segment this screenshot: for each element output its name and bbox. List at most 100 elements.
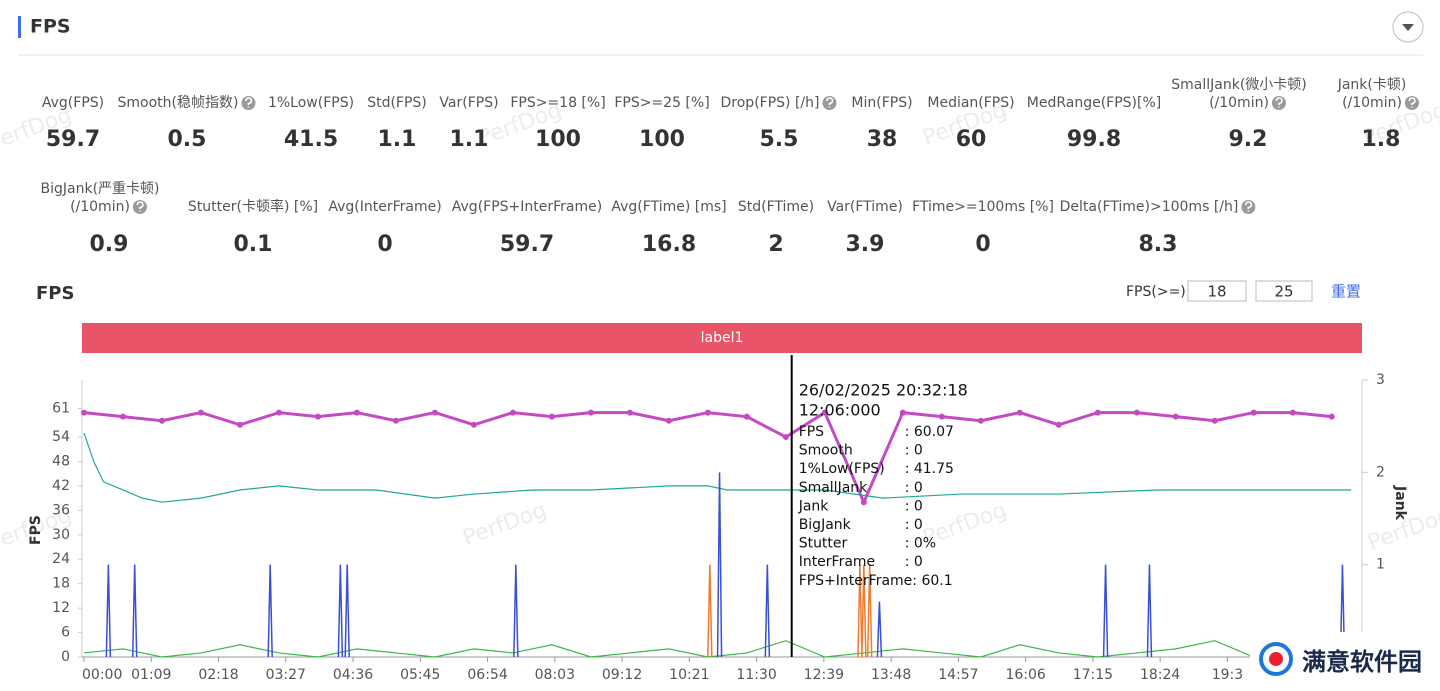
series-point: [1133, 409, 1140, 416]
metric-label: Avg(FPS+InterFrame): [452, 199, 602, 215]
y-tick-label: 54: [52, 429, 70, 445]
x-tick-label: 05:45: [400, 667, 440, 683]
y-tick-label: 48: [52, 453, 70, 469]
series-point: [899, 409, 906, 416]
metric-value: 38: [867, 127, 898, 152]
x-tick-label: 03:27: [266, 667, 306, 683]
help-icon[interactable]: [1241, 200, 1256, 214]
tooltip-label: Smooth: [799, 443, 853, 459]
help-glyph: [245, 97, 253, 108]
series-point: [275, 409, 282, 416]
metric-label: Var(FPS): [439, 95, 498, 111]
tooltip-value: : 60.1: [912, 573, 952, 589]
metric-label: FPS>=25 [%]: [614, 95, 709, 111]
collapse-button[interactable]: [1392, 11, 1424, 43]
series-point: [665, 417, 672, 424]
tooltip-value: : 0: [905, 480, 923, 496]
threshold-input[interactable]: [1255, 280, 1313, 302]
x-tick-label: 10:21: [669, 667, 709, 683]
metric-label: Avg(InterFrame): [328, 199, 441, 215]
tooltip-label: FPS: [799, 424, 824, 440]
jank-spike: [1339, 564, 1346, 658]
tooltip-label: 1%Low(FPS): [799, 461, 885, 477]
help-icon[interactable]: [822, 96, 837, 110]
reset-link[interactable]: 重置: [1331, 283, 1361, 301]
collapse-chevron[interactable]: [1402, 24, 1414, 31]
chart-title: FPS: [36, 283, 74, 304]
series-point: [470, 421, 477, 428]
metric-label: FPS>=18 [%]: [510, 95, 605, 111]
y-tick-label: 42: [52, 478, 70, 494]
label-band[interactable]: [82, 323, 1362, 353]
metric-value: 0: [975, 232, 990, 257]
help-glyph: [1275, 97, 1283, 108]
x-tick-label: 11:30: [736, 667, 776, 683]
series-point: [938, 413, 945, 420]
series-point: [81, 409, 87, 416]
y2-tick-label: 2: [1376, 464, 1385, 480]
metric-value: 2: [768, 232, 783, 257]
x-tick-label: 00:00: [82, 667, 122, 683]
help-icon[interactable]: [241, 96, 256, 110]
help-glyph: [1245, 201, 1253, 212]
metric-label: (/10min): [1209, 95, 1269, 111]
series-point: [1250, 409, 1257, 416]
series-point: [1211, 417, 1218, 424]
series-point: [626, 409, 633, 416]
y-tick-label: 30: [52, 527, 70, 543]
tooltip-value: : 60.07: [905, 424, 954, 440]
help-icon[interactable]: [1271, 96, 1286, 110]
metric-label: Median(FPS): [927, 95, 1014, 111]
jank-spike: [707, 564, 713, 658]
series-point: [1094, 409, 1101, 416]
x-tick-label: 08:03: [535, 667, 575, 683]
metric-value: 59.7: [500, 232, 554, 257]
page-title: FPS: [30, 16, 71, 38]
tooltip-value: : 0: [905, 443, 923, 459]
metric-value: 100: [639, 127, 685, 152]
metric-label: Jank(卡顿): [1337, 77, 1407, 93]
tooltip-value: : 0%: [905, 536, 936, 552]
x-tick-label: 02:18: [198, 667, 238, 683]
metric-value: 0.1: [234, 232, 273, 257]
jank-spike: [716, 472, 723, 658]
metric-value: 59.7: [46, 127, 100, 152]
metric-value: 60: [956, 127, 987, 152]
tooltip-label: Jank: [798, 498, 830, 514]
x-tick-label: 09:12: [602, 667, 642, 683]
tooltip-label: BigJank: [799, 517, 852, 533]
series-point: [860, 499, 867, 506]
metric-value: 3.9: [846, 232, 885, 257]
series-point: [314, 413, 321, 420]
help-icon[interactable]: [1404, 96, 1419, 110]
metric-value: 8.3: [1139, 232, 1178, 257]
logo-text: 满意软件园: [1302, 648, 1422, 676]
metric-value: 16.8: [642, 232, 696, 257]
tooltip-value: : 0: [905, 498, 923, 514]
tooltip-label: SmallJank: [799, 480, 868, 496]
threshold-value[interactable]: 18: [1207, 283, 1226, 301]
jank-spike: [131, 564, 138, 658]
series-point: [587, 409, 594, 416]
jank-spike: [267, 564, 273, 658]
series-point: [158, 417, 165, 424]
x-tick-label: 06:54: [467, 667, 507, 683]
series-point: [782, 434, 789, 441]
tooltip-label: Stutter: [799, 536, 848, 552]
metric-label: Avg(FPS): [42, 95, 104, 111]
y-tick-label: 18: [52, 576, 70, 592]
x-tick-label: 12:39: [804, 667, 844, 683]
y-tick-label: 0: [61, 649, 70, 665]
threshold-input[interactable]: [1187, 280, 1247, 302]
metric-label: MedRange(FPS)[%]: [1027, 95, 1161, 111]
y-tick-label: 6: [61, 625, 70, 641]
jank-spike: [857, 564, 863, 658]
x-tick-label: 01:09: [131, 667, 171, 683]
metric-value: 5.5: [760, 127, 799, 152]
logo-dot: [1269, 652, 1283, 666]
metric-label: (/10min): [70, 199, 130, 215]
help-icon[interactable]: [132, 200, 147, 214]
threshold-value[interactable]: 25: [1274, 283, 1293, 301]
